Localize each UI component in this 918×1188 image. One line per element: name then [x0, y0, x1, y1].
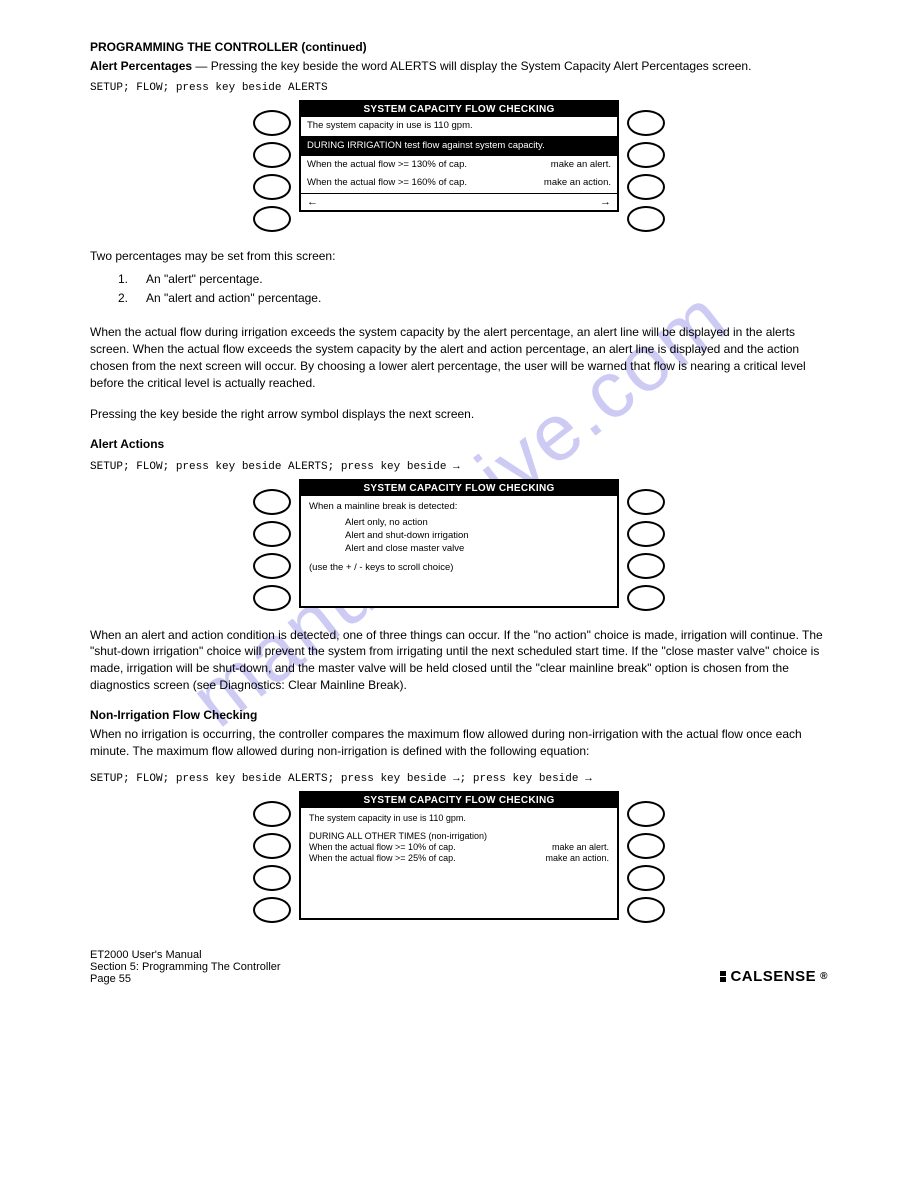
two-percentages-intro: Two percentages may be set from this scr…	[90, 248, 828, 265]
nav-path-2: SETUP; FLOW; press key beside ALERTS; pr…	[90, 461, 828, 473]
right-buttons-1	[627, 110, 665, 232]
side-button[interactable]	[627, 897, 665, 923]
row-text-left: When the actual flow >= 10% of cap.	[309, 842, 456, 853]
side-button[interactable]	[253, 489, 291, 515]
side-button[interactable]	[627, 110, 665, 136]
row-text-right: make an action.	[545, 853, 609, 864]
nav-path-1: SETUP; FLOW; press key beside ALERTS	[90, 82, 828, 94]
screen-panel-2: SYSTEM CAPACITY FLOW CHECKING When a mai…	[90, 479, 828, 611]
alert-percentages-text: Pressing the key beside the word ALERTS …	[211, 59, 752, 73]
side-button[interactable]	[253, 833, 291, 859]
option-1: Alert only, no action	[345, 517, 469, 530]
list-item: 2. An "alert and action" percentage.	[118, 290, 828, 306]
left-buttons-1	[253, 110, 291, 232]
page-footer: ET2000 User's Manual Section 5: Programm…	[90, 949, 828, 985]
side-button[interactable]	[253, 553, 291, 579]
side-button[interactable]	[627, 489, 665, 515]
left-buttons-3	[253, 801, 291, 923]
numbered-list: 1. An "alert" percentage. 2. An "alert a…	[90, 271, 828, 306]
side-button[interactable]	[253, 897, 291, 923]
lcd-screen-2: SYSTEM CAPACITY FLOW CHECKING When a mai…	[299, 479, 619, 608]
right-arrow-icon[interactable]: →	[600, 196, 611, 208]
side-button[interactable]	[627, 174, 665, 200]
brand-name: CALSENSE	[730, 968, 816, 985]
item-text: An "alert and action" percentage.	[146, 290, 321, 306]
explanation-paragraph: When the actual flow during irrigation e…	[90, 324, 828, 391]
item-text: An "alert" percentage.	[146, 271, 263, 287]
arrow-nav-row: ← →	[301, 193, 617, 210]
side-button[interactable]	[253, 801, 291, 827]
side-button[interactable]	[627, 142, 665, 168]
screen-row: When the actual flow >= 160% of cap. mak…	[301, 174, 617, 192]
side-button[interactable]	[627, 801, 665, 827]
screen-panel-3: SYSTEM CAPACITY FLOW CHECKING The system…	[90, 791, 828, 923]
side-button[interactable]	[627, 206, 665, 232]
side-button[interactable]	[253, 206, 291, 232]
screen-title-2: SYSTEM CAPACITY FLOW CHECKING	[301, 481, 617, 496]
side-button[interactable]	[627, 553, 665, 579]
side-button[interactable]	[627, 833, 665, 859]
right-buttons-2	[627, 489, 665, 611]
prompt-line: When a mainline break is detected:	[309, 501, 609, 514]
section-intro-2: Alert Actions	[90, 436, 828, 452]
screen-body-3: The system capacity in use is 110 gpm. D…	[301, 808, 617, 918]
footer-left: ET2000 User's Manual Section 5: Programm…	[90, 949, 281, 985]
screen-panel-1: SYSTEM CAPACITY FLOW CHECKING The system…	[90, 100, 828, 232]
option-2: Alert and shut-down irrigation	[345, 530, 469, 543]
screen-row: When the actual flow >= 10% of cap. make…	[309, 842, 609, 853]
screen-row-highlighted: DURING IRRIGATION test flow against syst…	[301, 137, 617, 156]
side-button[interactable]	[253, 142, 291, 168]
side-button[interactable]	[253, 174, 291, 200]
screen-body-2: When a mainline break is detected: Alert…	[301, 496, 617, 606]
screen-row: When the actual flow >= 25% of cap. make…	[309, 853, 609, 864]
row-text-left: When the actual flow >= 130% of cap.	[307, 159, 467, 171]
scroll-hint: (use the + / - keys to scroll choice)	[309, 562, 609, 575]
side-button[interactable]	[627, 521, 665, 547]
page-header: PROGRAMMING THE CONTROLLER (continued)	[90, 40, 828, 54]
side-button[interactable]	[627, 865, 665, 891]
side-button[interactable]	[253, 585, 291, 611]
screen-title-3: SYSTEM CAPACITY FLOW CHECKING	[301, 793, 617, 808]
row-text-left: When the actual flow >= 25% of cap.	[309, 853, 456, 864]
logo-icon	[720, 971, 726, 982]
left-buttons-2	[253, 489, 291, 611]
side-button[interactable]	[253, 865, 291, 891]
row-text-right: make an alert.	[552, 842, 609, 853]
side-button[interactable]	[627, 585, 665, 611]
page-number: Page 55	[90, 973, 281, 985]
non-irrigation-line: DURING ALL OTHER TIMES (non-irrigation)	[309, 831, 609, 842]
row-text-right: make an alert.	[551, 159, 611, 171]
alert-actions-label: Alert Actions	[90, 437, 164, 451]
next-screen-note: Pressing the key beside the right arrow …	[90, 406, 828, 423]
item-number: 1.	[118, 271, 136, 287]
list-item: 1. An "alert" percentage.	[118, 271, 828, 287]
screen-row: When the actual flow >= 130% of cap. mak…	[301, 156, 617, 174]
nav-path-3: SETUP; FLOW; press key beside ALERTS; pr…	[90, 773, 828, 785]
section-intro-1: Alert Percentages — Pressing the key bes…	[90, 58, 828, 74]
manual-title: ET2000 User's Manual	[90, 949, 281, 961]
registered-mark: ®	[820, 971, 828, 982]
side-button[interactable]	[253, 521, 291, 547]
screen-row: The system capacity in use is 110 gpm.	[301, 117, 617, 136]
alert-actions-explain: When an alert and action condition is de…	[90, 627, 828, 694]
left-arrow-icon[interactable]: ←	[307, 196, 318, 208]
alert-percentages-label: Alert Percentages	[90, 59, 192, 73]
row-text-right: make an action.	[544, 177, 611, 189]
screen-title-1: SYSTEM CAPACITY FLOW CHECKING	[301, 102, 617, 117]
row-text-left: When the actual flow >= 160% of cap.	[307, 177, 467, 189]
non-irrigation-heading: Non-Irrigation Flow Checking	[90, 708, 828, 722]
brand-logo: CALSENSE ®	[720, 968, 828, 985]
right-buttons-3	[627, 801, 665, 923]
section-title: Section 5: Programming The Controller	[90, 961, 281, 973]
capacity-caption: The system capacity in use is 110 gpm.	[309, 813, 609, 824]
lcd-screen-1: SYSTEM CAPACITY FLOW CHECKING The system…	[299, 100, 619, 211]
side-button[interactable]	[253, 110, 291, 136]
item-number: 2.	[118, 290, 136, 306]
lcd-screen-3: SYSTEM CAPACITY FLOW CHECKING The system…	[299, 791, 619, 920]
option-3: Alert and close master valve	[345, 543, 469, 556]
non-irrigation-intro: When no irrigation is occurring, the con…	[90, 726, 828, 760]
